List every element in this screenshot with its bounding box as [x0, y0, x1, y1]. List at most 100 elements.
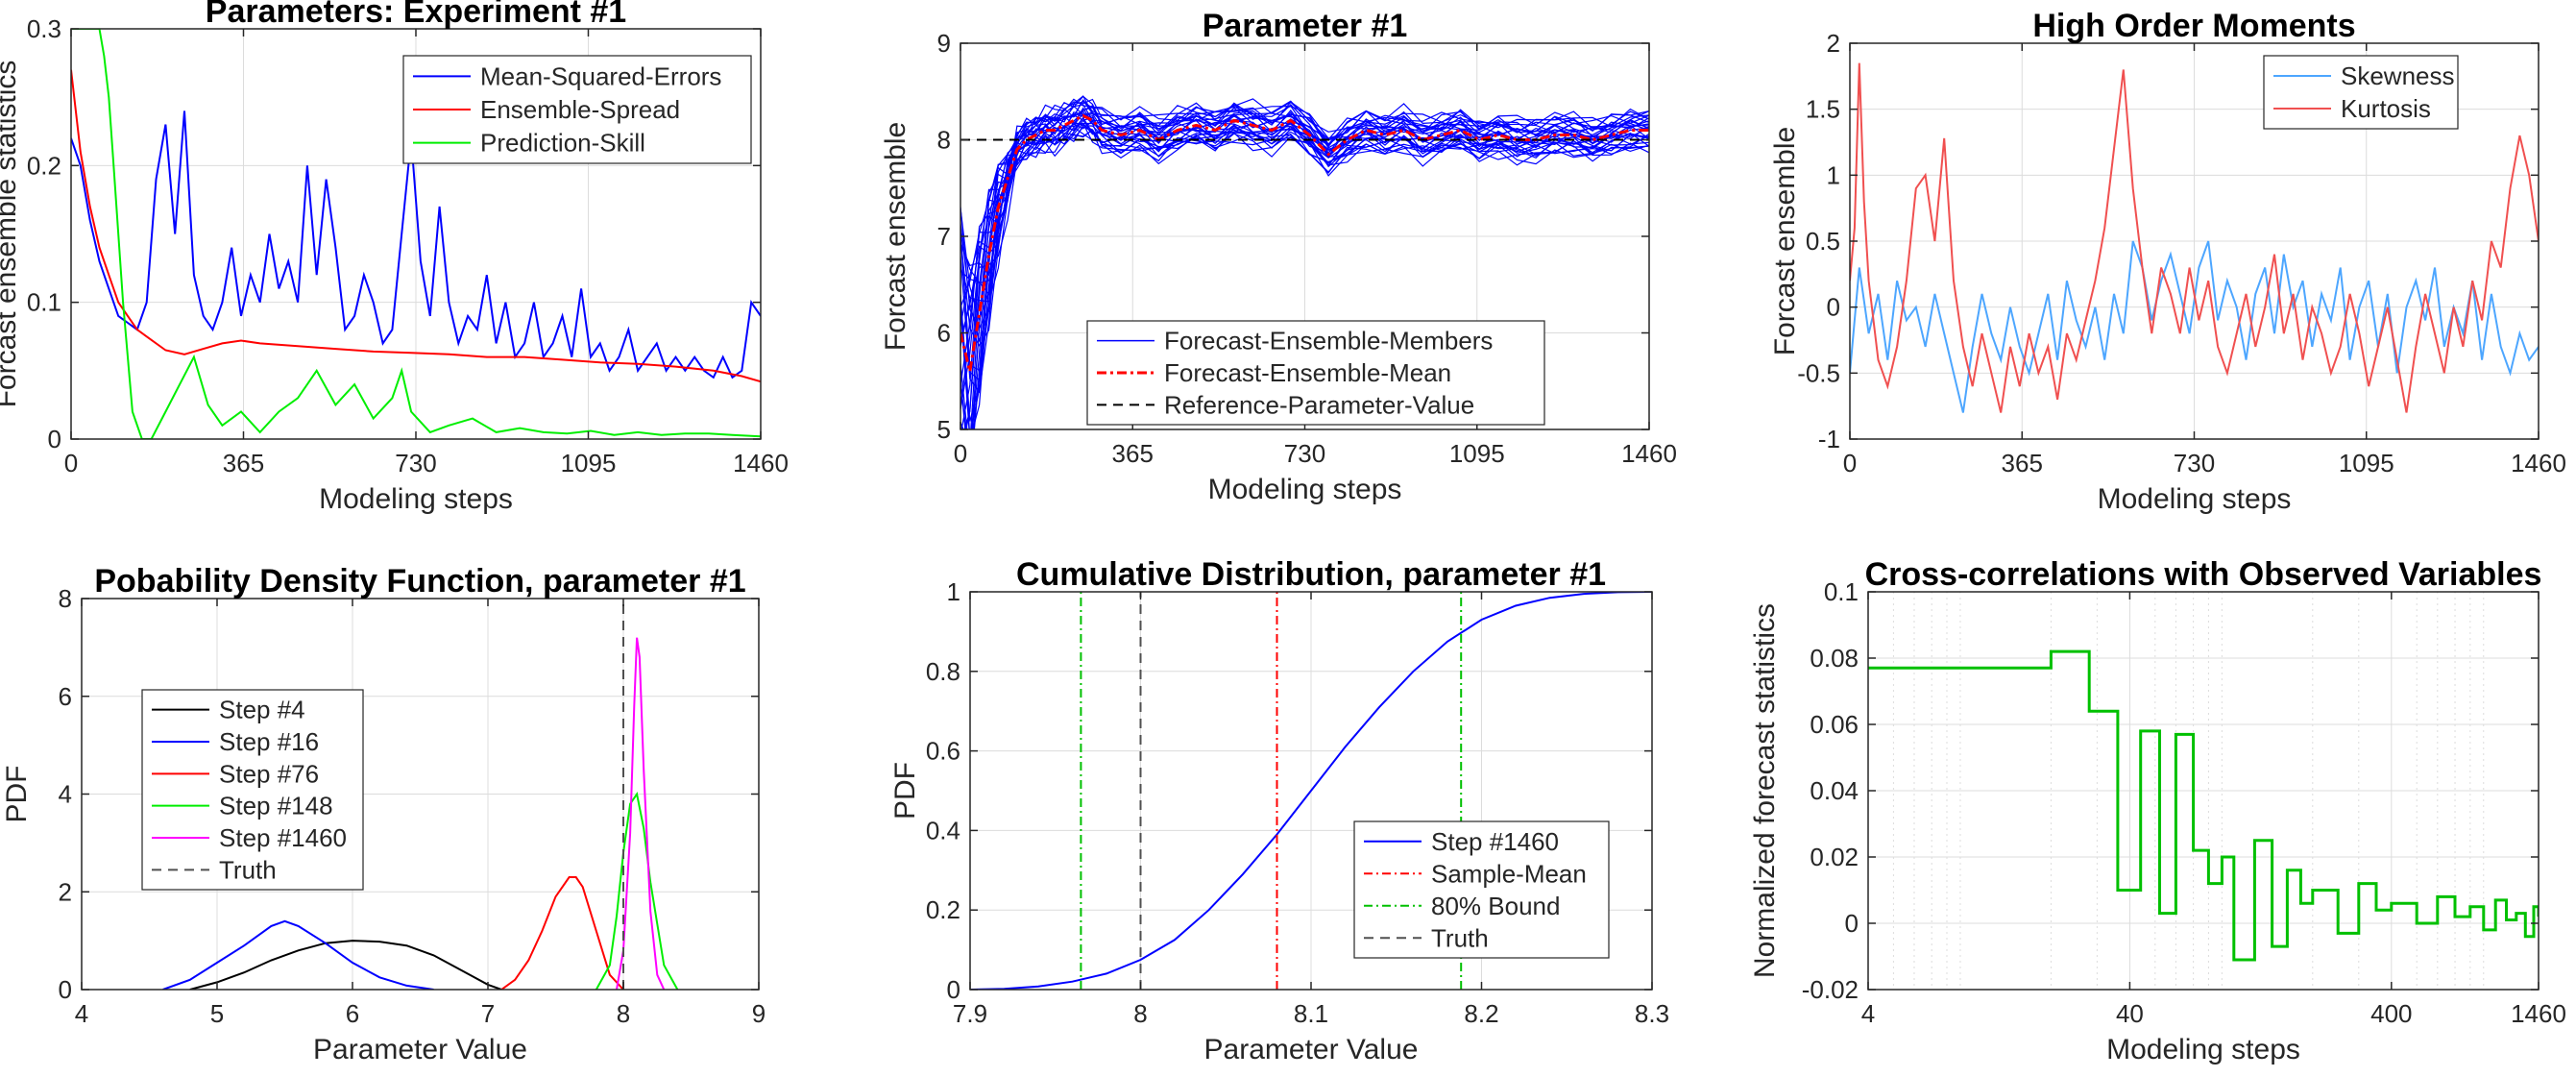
- x-tick-label: 1095: [1449, 439, 1505, 468]
- ensemble-member-line: [960, 122, 1649, 347]
- x-tick-label: 8: [617, 999, 630, 1028]
- x-tick-label: 4: [75, 999, 88, 1028]
- legend-label: Ensemble-Spread: [480, 95, 680, 124]
- x-tick-label: 7: [481, 999, 495, 1028]
- ensemble-member-line: [960, 116, 1649, 339]
- y-tick-label: 8: [59, 584, 72, 613]
- forecast-ensemble-mean-line: [960, 113, 1649, 373]
- x-axis-label: Modeling steps: [2106, 1034, 2300, 1065]
- x-tick-label: 365: [223, 449, 264, 477]
- y-tick-label: 0.1: [27, 288, 61, 317]
- x-tick-label: 8.1: [1294, 999, 1328, 1028]
- y-axis-label: PDF: [1, 766, 33, 823]
- series-group: [970, 592, 1652, 990]
- y-axis-label: Forcast ensemble statistics: [0, 61, 22, 408]
- x-tick-label: 365: [2002, 449, 2043, 477]
- legend-label: Step #4: [219, 696, 305, 724]
- x-tick-label: 1460: [2511, 999, 2566, 1028]
- legend-label: Mean-Squared-Errors: [480, 61, 721, 90]
- x-tick-label: 730: [2174, 449, 2215, 477]
- ensemble-member-line: [960, 95, 1649, 308]
- y-axis-label: Forcast ensemble: [1769, 127, 1801, 355]
- chart-p3: 0 365 730 1095 1460 -1 -0.5 0 0.5 1 1.5 2 High Order…: [1769, 8, 2566, 515]
- x-tick-label: 1460: [733, 449, 789, 477]
- y-tick-label: 6: [937, 319, 951, 348]
- x-axis-label: Modeling steps: [2098, 483, 2292, 515]
- x-tick-label: 730: [395, 449, 436, 477]
- step-1460-line: [970, 592, 1652, 990]
- series-group: [960, 95, 1649, 429]
- legend-label: 80% Bound: [1431, 892, 1560, 920]
- legend-label: Truth: [1431, 923, 1489, 952]
- x-axis-label: Parameter Value: [1204, 1034, 1419, 1065]
- legend-box: [141, 689, 364, 891]
- ensemble-member-line: [960, 98, 1649, 322]
- chart-title: Parameter #1: [1203, 8, 1408, 44]
- y-tick-label: 6: [59, 682, 72, 711]
- legend-label: Forecast-Ensemble-Mean: [1164, 358, 1451, 387]
- x-tick-label: 0: [64, 449, 78, 477]
- ensemble-member-line: [960, 107, 1649, 429]
- y-tick-label: 2: [59, 877, 72, 906]
- x-axis-label: Modeling steps: [319, 483, 513, 515]
- x-tick-label: 730: [1284, 439, 1325, 468]
- legend: Mean-Squared-Errors Ensemble-Spread Predic…: [402, 55, 752, 164]
- legend-label: Reference-Parameter-Value: [1164, 390, 1474, 419]
- ticks: 0 365 730 1095 1460 0 0.1 0.2 0.3: [27, 14, 789, 477]
- y-tick-label: -0.5: [1797, 358, 1840, 387]
- x-tick-label: 40: [2116, 999, 2144, 1028]
- y-tick-label: 8: [937, 126, 951, 155]
- chart-p1: 0 365 730 1095 1460 0 0.1 0.2 0.3 Parameters: Exp…: [0, 0, 789, 515]
- ticks: 4 5 6 7 8 9 0 2 4 6 8: [59, 584, 766, 1028]
- y-axis-label: Normalized forecast statistics: [1749, 603, 1781, 978]
- y-tick-label: 0.6: [926, 737, 960, 766]
- y-axis-label: PDF: [889, 762, 921, 820]
- legend-label: Step #76: [219, 759, 319, 788]
- x-axis-label: Parameter Value: [313, 1034, 527, 1065]
- y-tick-label: 0.06: [1810, 710, 1859, 739]
- y-tick-label: 1: [1827, 160, 1840, 189]
- ensemble-member-line: [960, 104, 1649, 284]
- legend: Skewness Kurtosis: [2263, 55, 2459, 130]
- legend-label: Prediction-Skill: [480, 129, 645, 158]
- y-tick-label: 0: [59, 975, 72, 1004]
- chart-p2: 0 365 730 1095 1460 5 6 7 8 9 Parameter #1 Modeling…: [880, 8, 1677, 505]
- y-tick-label: 9: [937, 29, 951, 58]
- ensemble-spread-line: [71, 69, 761, 383]
- x-tick-label: 8.2: [1464, 999, 1498, 1028]
- y-tick-label: 0.2: [926, 895, 960, 924]
- step-16-line: [162, 919, 434, 990]
- y-axis-label: Forcast ensemble: [880, 122, 911, 351]
- legend-label: Step #1460: [1431, 827, 1559, 856]
- step-1460-line: [616, 637, 666, 990]
- prediction-skill-line: [71, 29, 761, 439]
- ticks: 7.9 8 8.1 8.2 8.3 0 0.2 0.4 0.6 0.8 1: [926, 577, 1669, 1028]
- chart-title: High Order Moments: [2032, 8, 2355, 44]
- ensemble-member-line: [960, 119, 1649, 410]
- x-axis-label: Modeling steps: [1208, 474, 1402, 505]
- ticks: 0 365 730 1095 1460 -1 -0.5 0 0.5 1 1.5 2: [1797, 29, 2566, 477]
- chart-title: Cross-correlations with Observed Variabl…: [1865, 556, 2542, 593]
- y-tick-label: 2: [1827, 29, 1840, 58]
- chart-title: Parameters: Experiment #1: [206, 0, 626, 30]
- skewness-line: [1850, 240, 2539, 413]
- y-tick-label: 0.5: [1806, 227, 1840, 256]
- y-tick-label: 0.2: [27, 151, 61, 180]
- legend-label: Skewness: [2341, 61, 2455, 90]
- chart-title: Pobability Density Function, parameter #…: [94, 563, 745, 600]
- legend-box: [1086, 320, 1545, 426]
- series-group: [162, 599, 679, 990]
- ensemble-member-line: [971, 119, 1649, 429]
- x-tick-label: 400: [2370, 999, 2412, 1028]
- step-76-line: [500, 876, 624, 990]
- x-tick-label: 7.9: [953, 999, 987, 1028]
- legend-label: Step #148: [219, 792, 333, 820]
- series-group: [1868, 649, 2539, 962]
- kurtosis-line: [1850, 62, 2539, 413]
- x-tick-label: 365: [1112, 439, 1154, 468]
- legend: Forecast-Ensemble-Members Forecast-Ensemb…: [1086, 320, 1545, 426]
- y-tick-label: 0.4: [926, 816, 960, 844]
- mean-squared-errors-line: [71, 110, 761, 379]
- y-tick-label: -1: [1818, 425, 1840, 453]
